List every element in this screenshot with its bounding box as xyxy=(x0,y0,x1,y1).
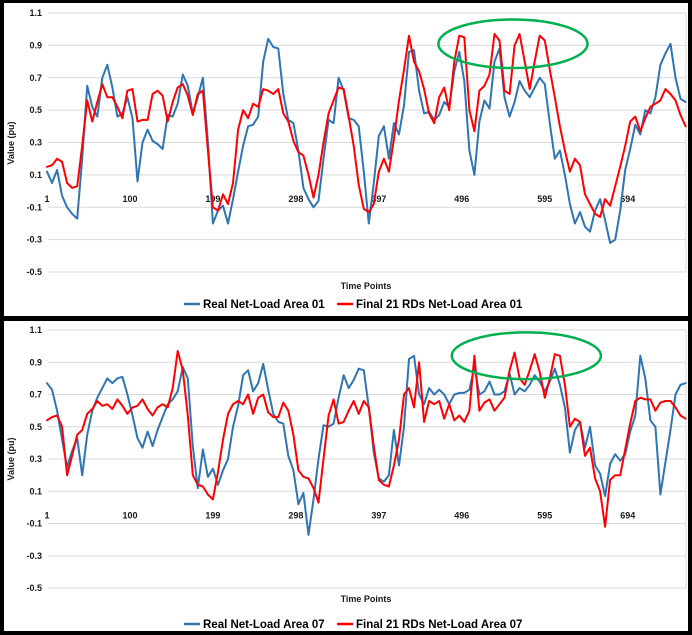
x-tick-label: 694 xyxy=(620,194,635,204)
y-tick-label: 0.1 xyxy=(29,170,42,180)
x-tick-label: 397 xyxy=(371,510,386,520)
x-tick-label: 1 xyxy=(44,194,49,204)
chart-area-07: 1.1 0.9 0.7 0.5 0.3 0.1 -0.1 -0.3 -0.5 1 100 199 29… xyxy=(6,325,687,631)
series-lines-group xyxy=(46,33,687,244)
x-tick-labels-group: 1 100 199 298 397 496 595 694 xyxy=(44,194,635,204)
x-tick-label: 1 xyxy=(44,510,49,520)
series-lines-group xyxy=(46,350,687,536)
chart-panel-area-07: 1.1 0.9 0.7 0.5 0.3 0.1 -0.1 -0.3 -0.5 1 100 199 29… xyxy=(4,321,688,631)
x-tick-label: 298 xyxy=(288,194,303,204)
y-tick-label: 0.9 xyxy=(29,40,42,50)
y-tick-labels-group: 1.1 0.9 0.7 0.5 0.3 0.1 -0.1 -0.3 -0.5 xyxy=(26,325,42,593)
y-tick-label: 0.9 xyxy=(29,357,42,367)
x-tick-label: 496 xyxy=(454,194,469,204)
y-axis-title: Value (pu) xyxy=(6,437,16,480)
legend-label-final: Final 21 RDs Net-Load Area 07 xyxy=(356,619,522,631)
x-tick-label: 595 xyxy=(537,194,552,204)
y-tick-label: -0.3 xyxy=(26,235,42,245)
x-tick-label: 199 xyxy=(205,510,220,520)
x-tick-label: 298 xyxy=(288,510,303,520)
y-tick-label: -0.5 xyxy=(26,583,42,593)
highlight-ellipse xyxy=(437,18,589,70)
series-line-final xyxy=(46,33,687,218)
series-line-real xyxy=(46,37,687,244)
chart-area-01: 1.10.90.70.50.30.1-0.1-0.3-0.5 1 100 199 29… xyxy=(6,8,687,311)
y-tick-label: 0.7 xyxy=(29,390,42,400)
y-tick-label: 0.5 xyxy=(29,105,42,115)
x-tick-label: 496 xyxy=(454,510,469,520)
y-tick-label: 0.3 xyxy=(29,138,42,148)
x-tick-label: 694 xyxy=(620,510,635,520)
x-axis-title: Time Points xyxy=(341,281,392,291)
y-axis-title: Value (pu) xyxy=(6,121,16,164)
x-tick-labels-group: 1 100 199 298 397 496 595 694 xyxy=(44,510,635,520)
y-tick-label: -0.1 xyxy=(26,519,42,529)
y-tick-label: -0.3 xyxy=(26,551,42,561)
gridlines-group xyxy=(48,12,686,273)
x-tick-label: 397 xyxy=(371,194,386,204)
y-tick-label: 0.7 xyxy=(29,73,42,83)
y-tick-label: 0.1 xyxy=(29,486,42,496)
chart-panel-area-01: 1.1 0.9 0.7 0.5 0.3 0.1 -0.1 -0.3 -0.5 1 100 199 29… xyxy=(4,3,688,316)
y-tick-label: -0.1 xyxy=(26,202,42,212)
y-tick-label: 0.3 xyxy=(29,454,42,464)
x-tick-label: 100 xyxy=(122,194,137,204)
series-line-final xyxy=(46,350,687,528)
y-tick-label: 0.5 xyxy=(29,422,42,432)
x-axis-title: Time Points xyxy=(341,594,392,604)
legend-label-real: Real Net-Load Area 07 xyxy=(203,619,325,631)
y-tick-label: 1.1 xyxy=(29,8,42,18)
series-line-real xyxy=(46,354,687,536)
y-tick-label: -0.5 xyxy=(26,267,42,277)
legend-label-final: Final 21 RDs Net-Load Area 01 xyxy=(356,299,523,311)
x-tick-label: 100 xyxy=(122,510,137,520)
y-tick-labels-group: 1.1 0.9 0.7 0.5 0.3 0.1 -0.1 -0.3 -0.5 xyxy=(26,8,42,277)
highlight-ellipse xyxy=(450,331,603,381)
y-tick-label: 1.1 xyxy=(29,325,42,335)
gridlines-group xyxy=(48,329,686,589)
legend-label-real: Real Net-Load Area 01 xyxy=(203,299,325,311)
x-tick-label: 595 xyxy=(537,510,552,520)
